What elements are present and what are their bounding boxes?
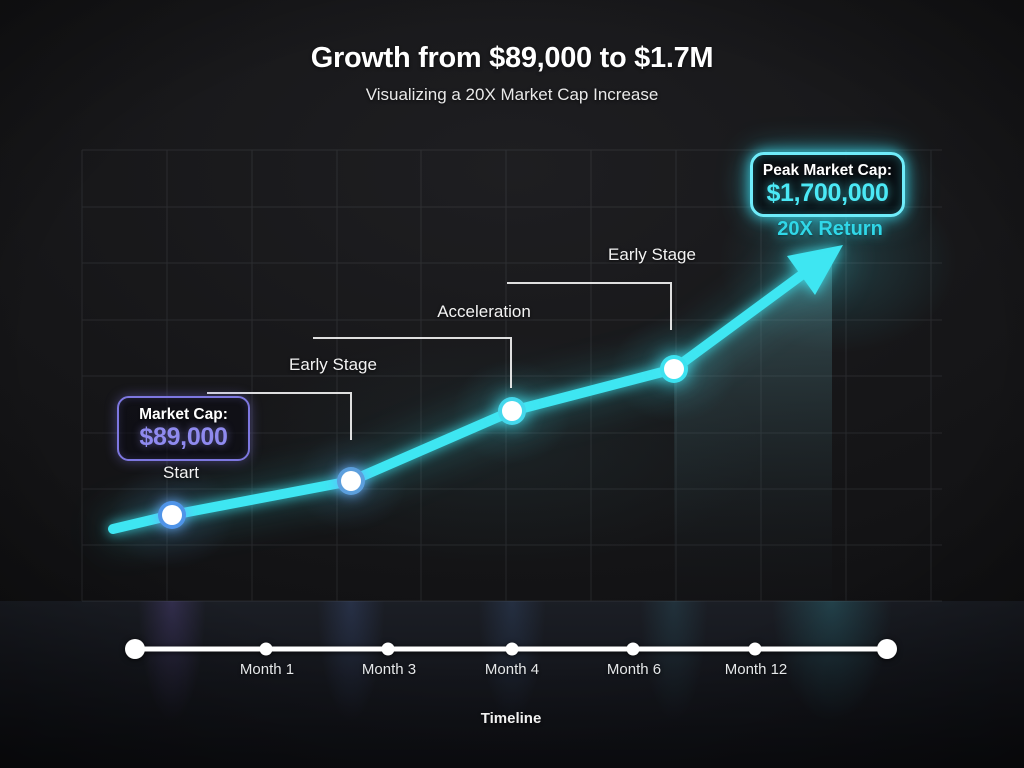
stage-label-early-2: Early Stage — [608, 245, 696, 264]
timeline-tick-label-3: Month 4 — [484, 661, 540, 678]
callout-bracket — [313, 337, 512, 388]
timeline-tick-label-5: Month 12 — [724, 661, 788, 678]
data-point-month-4 — [498, 397, 526, 425]
peak-market-cap-badge-label: Peak Market Cap: — [762, 161, 893, 179]
market-cap-badge: Market Cap: $89,000 — [117, 396, 250, 461]
callout-brackets — [207, 282, 672, 440]
timeline-tick-label-4: Month 6 — [606, 661, 662, 678]
page-subtitle: Visualizing a 20X Market Cap Increase — [365, 85, 659, 104]
callout-bracket — [207, 392, 352, 440]
page-title: Growth from $89,000 to $1.7M — [310, 42, 714, 74]
timeline-tick-dot — [381, 642, 395, 656]
timeline-axis-label: Timeline — [480, 710, 542, 727]
timeline-tick-dot — [259, 642, 273, 656]
start-label: Start — [163, 463, 199, 482]
timeline-endpoint-dot — [877, 639, 897, 659]
data-point-month-3 — [337, 467, 365, 495]
stage-label-early-1: Early Stage — [289, 355, 377, 374]
timeline-endpoint-dot — [125, 639, 145, 659]
timeline-tick-dot — [505, 642, 519, 656]
return-multiple-label: 20X Return — [777, 218, 883, 240]
timeline-tick-label-2: Month 3 — [361, 661, 417, 678]
timeline-axis — [125, 639, 897, 659]
timeline-tick-dot — [626, 642, 640, 656]
market-cap-badge-value: $89,000 — [139, 423, 228, 452]
stage-label-acceleration: Acceleration — [437, 302, 531, 321]
drop-lines — [170, 262, 834, 600]
callout-bracket — [507, 282, 672, 330]
timeline-tick-dot — [748, 642, 762, 656]
peak-market-cap-badge-value: $1,700,000 — [766, 179, 889, 208]
data-point-start — [158, 501, 186, 529]
data-point-month-6 — [660, 355, 688, 383]
timeline-tick-label-1: Month 1 — [239, 661, 295, 678]
peak-market-cap-badge: Peak Market Cap: $1,700,000 — [750, 152, 905, 217]
growth-arrowhead-icon — [787, 245, 843, 295]
market-cap-badge-label: Market Cap: — [139, 405, 228, 423]
